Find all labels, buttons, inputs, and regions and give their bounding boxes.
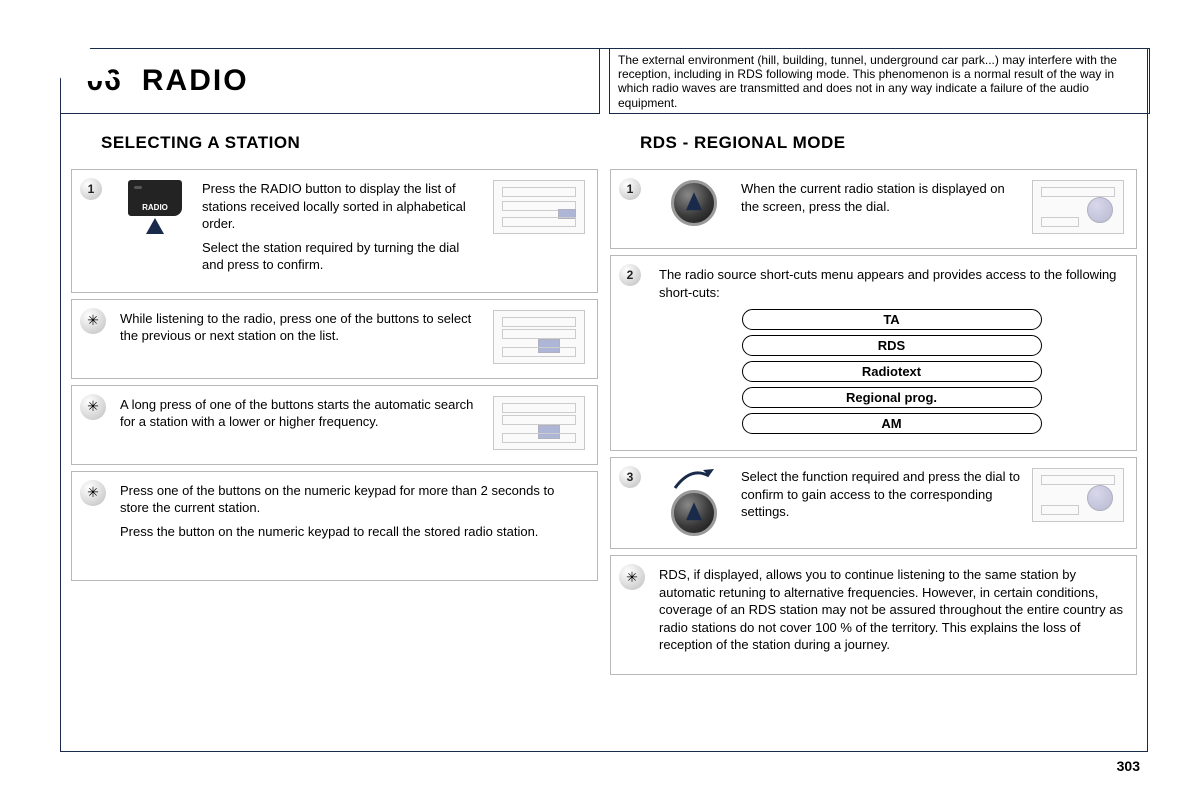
menu-option-regional: Regional prog.: [742, 387, 1042, 408]
tip-text: RDS, if displayed, allows you to continu…: [659, 566, 1124, 654]
step1-text-2: Select the station required by turning t…: [202, 239, 481, 274]
dial-illustration: [659, 180, 729, 226]
content-columns: SELECTING A STATION 1 RADIO Press the RA…: [71, 127, 1137, 741]
chapter-number: 06: [87, 64, 122, 98]
console-thumbnail: [1032, 180, 1124, 234]
menu-option-ta: TA: [742, 309, 1042, 330]
console-thumbnail: [493, 310, 585, 364]
right-step-1: 1 When the current radio station is disp…: [610, 169, 1137, 249]
dial-icon: [671, 490, 717, 536]
step-text: Press the RADIO button to display the li…: [202, 180, 481, 280]
step-number: 1: [80, 178, 102, 200]
step1-text-1: Press the RADIO button to display the li…: [202, 180, 481, 233]
step-text: The radio source short-cuts menu appears…: [659, 266, 1124, 301]
tip-icon: ✳: [80, 480, 106, 506]
console-thumbnail: [493, 180, 585, 234]
step-number: 2: [619, 264, 641, 286]
tip-text: A long press of one of the buttons start…: [120, 396, 481, 431]
header-note: The external environment (hill, building…: [609, 48, 1150, 114]
menu-option-rds: RDS: [742, 335, 1042, 356]
radio-button-icon: RADIO: [128, 180, 182, 216]
right-step-3: 3 Select the function required and press…: [610, 457, 1137, 549]
menu-option-am: AM: [742, 413, 1042, 434]
right-tip: ✳ RDS, if displayed, allows you to conti…: [610, 555, 1137, 675]
page-number: 303: [1117, 758, 1140, 774]
right-step-2: 2 The radio source short-cuts menu appea…: [610, 255, 1137, 451]
left-step-1: 1 RADIO Press the RADIO button to displa…: [71, 169, 598, 293]
tip-icon: ✳: [619, 564, 645, 590]
arrow-up-icon: [146, 218, 164, 234]
left-column: SELECTING A STATION 1 RADIO Press the RA…: [71, 127, 598, 741]
tip-text: Press one of the buttons on the numeric …: [120, 482, 585, 541]
left-tip-1: ✳ While listening to the radio, press on…: [71, 299, 598, 379]
left-tip-2: ✳ A long press of one of the buttons sta…: [71, 385, 598, 465]
tip3-text-1: Press one of the buttons on the numeric …: [120, 482, 585, 517]
menu-option-radiotext: Radiotext: [742, 361, 1042, 382]
step-number: 3: [619, 466, 641, 488]
right-column: RDS - REGIONAL MODE 1 When the current r…: [610, 127, 1137, 741]
left-tip-3: ✳ Press one of the buttons on the numeri…: [71, 471, 598, 581]
tip-text: While listening to the radio, press one …: [120, 310, 481, 345]
console-thumbnail: [493, 396, 585, 450]
arrow-up-icon: [686, 192, 702, 210]
curved-arrow-icon: [669, 468, 719, 488]
arrow-up-icon: [686, 502, 702, 520]
manual-page: 06 RADIO The external environment (hill,…: [60, 48, 1148, 752]
right-heading: RDS - REGIONAL MODE: [610, 127, 1137, 163]
console-thumbnail: [1032, 468, 1124, 522]
tip-icon: ✳: [80, 308, 106, 334]
dial-icon: [671, 180, 717, 226]
chapter-title: RADIO: [142, 64, 249, 98]
step-number: 1: [619, 178, 641, 200]
radio-button-illustration: RADIO: [120, 180, 190, 234]
step-text: Select the function required and press t…: [741, 468, 1020, 521]
left-heading: SELECTING A STATION: [71, 127, 598, 163]
shortcut-menu-options: TA RDS Radiotext Regional prog. AM: [742, 309, 1042, 434]
tip-icon: ✳: [80, 394, 106, 420]
dial-turn-illustration: [659, 468, 729, 536]
step-text: When the current radio station is displa…: [741, 180, 1020, 215]
tip3-text-2: Press the button on the numeric keypad t…: [120, 523, 585, 541]
chapter-title-banner: 06 RADIO: [60, 48, 600, 114]
